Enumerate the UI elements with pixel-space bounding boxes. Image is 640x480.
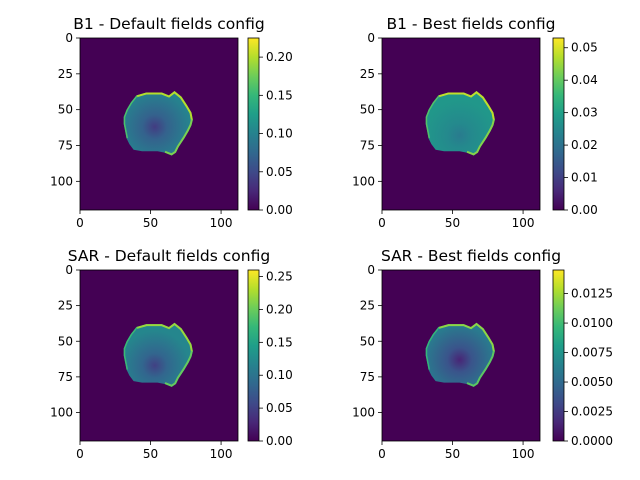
heatmap-rim-left: [425, 94, 440, 139]
x-tick-label: 50: [143, 447, 158, 461]
x-tick-label: 100: [210, 216, 233, 230]
colorbar-tick-label: 0.0025: [571, 405, 613, 419]
colorbar: [552, 37, 565, 211]
axes-frame: [381, 37, 541, 211]
colorbar-tick-label: 0.10: [266, 368, 293, 382]
colorbar-tick-label: 0.0000: [571, 434, 613, 448]
x-tick-label: 0: [378, 447, 386, 461]
chart-title: SAR - Default fields config: [68, 247, 270, 265]
axes-frame: [381, 269, 541, 442]
colorbar-tick-label: 0.0125: [571, 287, 613, 301]
colorbar: [247, 269, 260, 442]
colorbar-tick-label: 0.20: [266, 50, 293, 64]
colorbar-tick-label: 0.20: [266, 302, 293, 316]
y-tick-label: 100: [352, 174, 375, 188]
y-tick-label: 100: [352, 406, 375, 420]
x-tick-label: 100: [512, 216, 535, 230]
x-tick-label: 50: [445, 216, 460, 230]
chart-title: SAR - Best fields config: [381, 247, 561, 265]
heatmap-panel-4: SAR - Best fields config 0 50 100 0 25 50 75 100…: [352, 247, 613, 461]
x-tick-label: 0: [76, 447, 84, 461]
y-tick-label: 100: [50, 174, 73, 188]
heatmap-rim-left: [123, 326, 138, 371]
colorbar-tick-label: 0.15: [266, 88, 293, 102]
y-tick-label: 25: [360, 299, 375, 313]
colorbar-tick-label: 0.15: [266, 335, 293, 349]
axes-frame: [79, 269, 239, 442]
y-tick-label: 50: [360, 334, 375, 348]
heatmap-rim-left: [425, 326, 440, 371]
y-tick-label: 25: [58, 67, 73, 81]
heatmap-panel-2: B1 - Best fields config 0 50 100 0 25 50 75 100 0…: [352, 15, 598, 230]
x-tick-label: 0: [378, 216, 386, 230]
colorbar-tick-label: 0.25: [266, 270, 293, 284]
colorbar-tick-label: 0.00: [266, 203, 293, 217]
y-tick-label: 0: [65, 31, 73, 45]
y-tick-label: 25: [58, 299, 73, 313]
colorbar-tick-label: 0.05: [266, 401, 293, 415]
colorbar-tick-label: 0.04: [571, 73, 598, 87]
colorbar-tick-label: 0.02: [571, 138, 598, 152]
x-tick-label: 100: [210, 447, 233, 461]
colorbar-tick-label: 0.00: [571, 203, 598, 217]
y-tick-label: 75: [360, 370, 375, 384]
heatmap-rim-right: [465, 350, 495, 387]
y-tick-label: 100: [50, 406, 73, 420]
x-tick-label: 50: [445, 447, 460, 461]
y-tick-label: 25: [360, 67, 375, 81]
y-tick-label: 50: [58, 334, 73, 348]
x-tick-label: 50: [143, 216, 158, 230]
colorbar-tick-label: 0.03: [571, 106, 598, 120]
axes-frame: [79, 37, 239, 211]
colorbar: [552, 269, 565, 442]
colorbar-tick-label: 0.10: [266, 127, 293, 141]
colorbar-tick-label: 0.0075: [571, 346, 613, 360]
y-tick-label: 0: [65, 263, 73, 277]
y-tick-label: 50: [360, 103, 375, 117]
chart-title: B1 - Default fields config: [73, 15, 264, 33]
colorbar-tick-label: 0.01: [571, 171, 598, 185]
y-tick-label: 75: [360, 139, 375, 153]
colorbar-tick-label: 0.0100: [571, 316, 613, 330]
y-tick-label: 75: [58, 370, 73, 384]
colorbar-tick-label: 0.05: [266, 165, 293, 179]
colorbar-tick-label: 0.00: [266, 434, 293, 448]
colorbar: [247, 37, 260, 211]
y-tick-label: 50: [58, 103, 73, 117]
y-tick-label: 0: [367, 31, 375, 45]
colorbar-tick-label: 0.0050: [571, 375, 613, 389]
heatmap-rim-right: [465, 119, 495, 156]
y-tick-label: 75: [58, 139, 73, 153]
x-tick-label: 0: [76, 216, 84, 230]
heatmap-rim-left: [123, 94, 138, 139]
chart-title: B1 - Best fields config: [386, 15, 555, 33]
colorbar-tick-label: 0.05: [571, 41, 598, 55]
x-tick-label: 100: [512, 447, 535, 461]
y-tick-label: 0: [367, 263, 375, 277]
